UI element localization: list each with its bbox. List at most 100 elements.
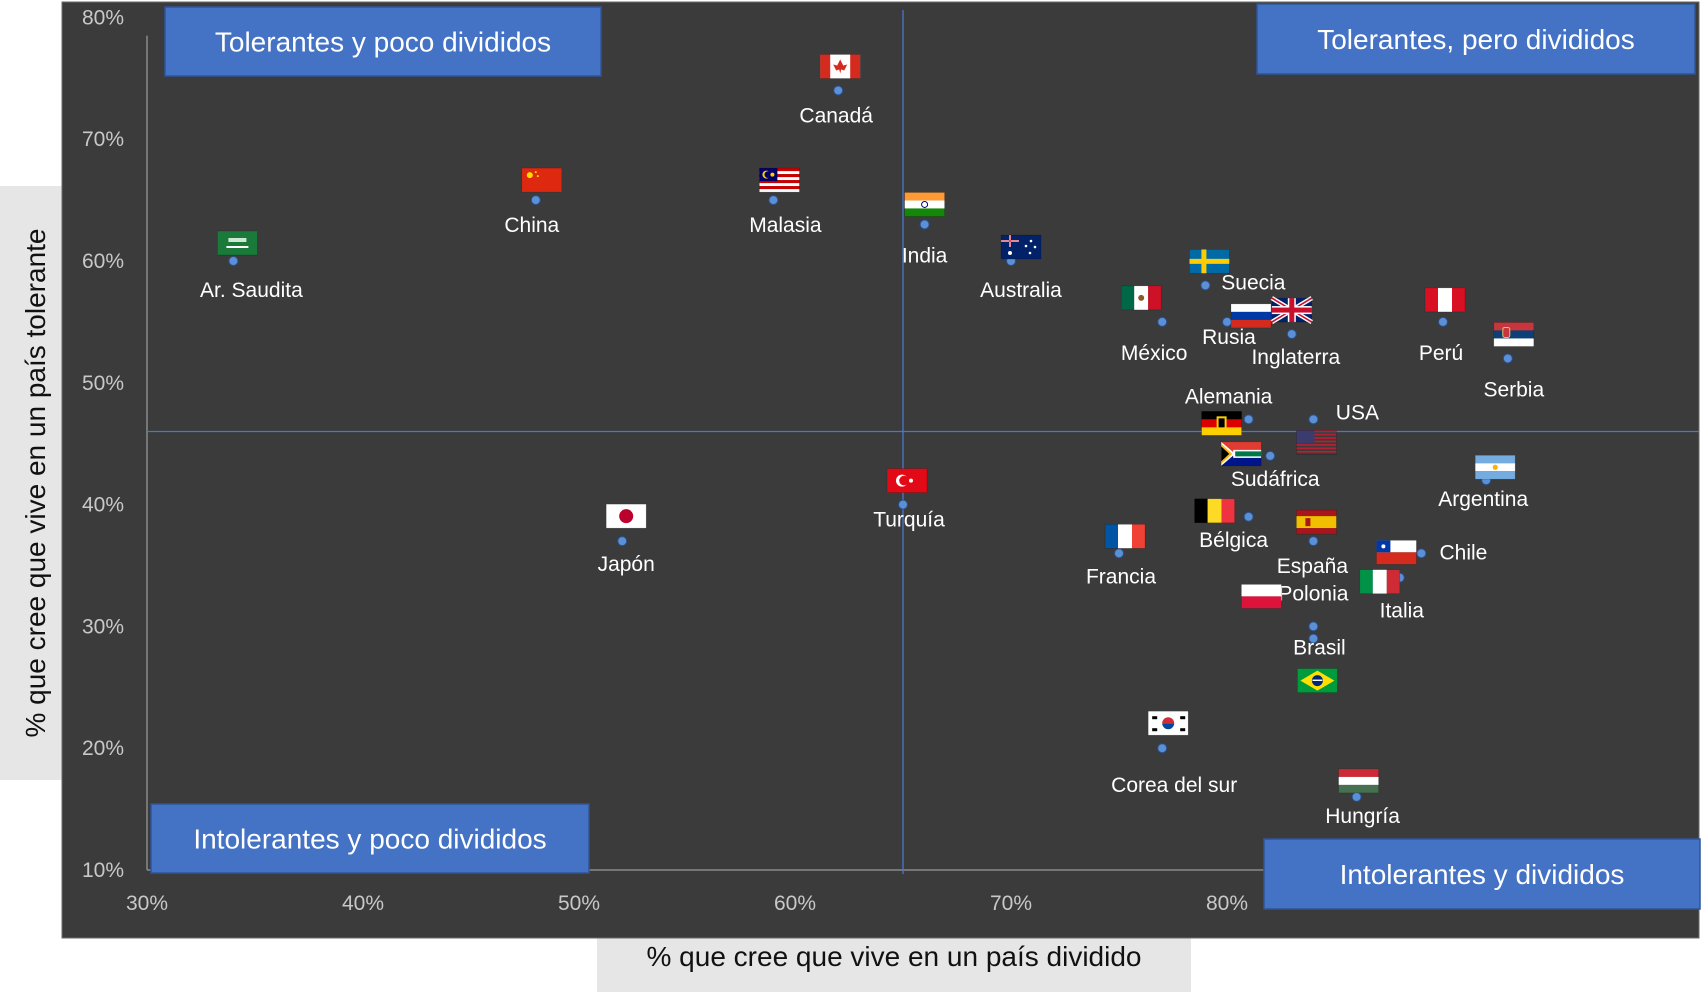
- point-marker: [898, 499, 908, 510]
- point-label: USA: [1336, 401, 1379, 424]
- usa-flag-icon: [1296, 430, 1337, 455]
- y-tick-label: 60%: [82, 250, 124, 273]
- hungary-flag-icon: [1338, 768, 1379, 794]
- x-tick-label: 40%: [342, 892, 384, 915]
- point-label: India: [902, 244, 948, 267]
- point-label: Polonia: [1278, 582, 1348, 605]
- point-marker: [1200, 280, 1211, 291]
- point-label: Perú: [1419, 342, 1463, 365]
- point-marker: [1286, 329, 1297, 340]
- data-point: Brasil: [1293, 633, 1346, 660]
- quadrant-top-right-label: Tolerantes, pero divididos: [1317, 24, 1635, 55]
- data-point: Canadá: [799, 85, 873, 127]
- point-label: Inglaterra: [1251, 346, 1340, 369]
- data-point: USA: [1308, 401, 1379, 425]
- y-tick-label: 80%: [82, 6, 124, 29]
- point-marker: [1502, 353, 1513, 364]
- point-label: Suecia: [1221, 271, 1286, 294]
- sweden-flag-icon: [1189, 249, 1230, 274]
- quadrant-top-left-label: Tolerantes y poco divididos: [215, 27, 551, 58]
- data-point: Ar. Saudita: [200, 256, 303, 302]
- point-marker: [1265, 450, 1276, 461]
- data-point: Turquía: [873, 499, 945, 532]
- data-point: Hungría: [1325, 791, 1400, 828]
- data-point: Alemania: [1185, 385, 1273, 425]
- y-tick-label: 10%: [82, 859, 124, 882]
- chile-flag-icon: [1376, 540, 1417, 565]
- y-tick-label: 30%: [82, 615, 124, 638]
- point-label: China: [504, 214, 559, 237]
- x-tick-label: 60%: [774, 892, 816, 915]
- point-marker: [1308, 621, 1319, 632]
- canada-flag-icon: [819, 54, 861, 79]
- point-marker: [530, 195, 541, 206]
- point-marker: [228, 256, 239, 266]
- point-label: España: [1277, 555, 1349, 578]
- serbia-flag-icon: [1493, 322, 1535, 347]
- uk-flag-icon: [1270, 296, 1313, 325]
- poland-flag-icon: [1241, 584, 1282, 609]
- point-label: Malasia: [749, 214, 822, 237]
- data-point: Suecia: [1200, 271, 1286, 294]
- argentina-flag-icon: [1474, 454, 1516, 480]
- data-point: Serbia: [1483, 353, 1544, 401]
- data-point: Rusia: [1202, 316, 1256, 349]
- point-label: Sudáfrica: [1231, 468, 1320, 491]
- y-tick-label: 40%: [82, 494, 124, 517]
- point-marker: [1308, 633, 1319, 644]
- point-label: México: [1121, 342, 1188, 365]
- point-label: Italia: [1380, 600, 1425, 623]
- point-label: Canadá: [799, 104, 873, 127]
- data-point: México: [1121, 316, 1188, 365]
- data-point: Francia: [1086, 548, 1156, 588]
- quadrant-bottom-right-label: Intolerantes y divididos: [1340, 859, 1625, 890]
- point-label: Japón: [598, 553, 655, 576]
- point-marker: [1157, 743, 1168, 754]
- south-africa-flag-icon: [1220, 441, 1262, 467]
- point-marker: [1438, 316, 1448, 327]
- india-flag-icon: [904, 192, 945, 217]
- data-point: Inglaterra: [1251, 329, 1340, 369]
- x-tick-label: 80%: [1206, 892, 1248, 915]
- point-label: Turquía: [873, 509, 945, 532]
- italy-flag-icon: [1359, 569, 1401, 594]
- point-label: Rusia: [1202, 326, 1256, 349]
- point-label: Francia: [1086, 565, 1156, 588]
- point-marker: [1308, 536, 1319, 547]
- point-label: Ar. Saudita: [200, 279, 303, 302]
- data-point: Japón: [598, 536, 655, 576]
- spain-flag-icon: [1296, 509, 1337, 535]
- point-marker: [1351, 791, 1362, 802]
- data-point: España: [1277, 536, 1349, 578]
- y-tick-label: 70%: [82, 128, 124, 151]
- quadrant-top-left: Tolerantes y poco divididos: [164, 6, 602, 77]
- data-point: Bélgica: [1199, 511, 1268, 552]
- point-marker: [1243, 511, 1254, 522]
- point-marker: [833, 85, 844, 96]
- point-label: Alemania: [1185, 385, 1273, 408]
- y-axis-label-box: [0, 186, 72, 780]
- x-tick-label: 50%: [558, 892, 600, 915]
- russia-flag-icon: [1230, 303, 1272, 329]
- data-point: Sudáfrica: [1231, 450, 1320, 491]
- data-points: Ar. Saudita China Malasia Canadá India Austra…: [200, 85, 1544, 828]
- point-marker: [1114, 548, 1124, 559]
- plot-background: [61, 1, 1700, 939]
- australia-flag-icon: [1000, 234, 1042, 260]
- point-marker: [1308, 414, 1319, 425]
- point-marker: [617, 536, 628, 547]
- peru-flag-icon: [1424, 287, 1466, 313]
- point-marker: [919, 219, 930, 230]
- point-label: Brasil: [1293, 637, 1346, 660]
- data-point: Polonia: [1278, 582, 1349, 632]
- mexico-flag-icon: [1120, 285, 1162, 311]
- point-label: Australia: [980, 279, 1062, 302]
- data-point: Perú: [1419, 316, 1463, 365]
- point-label: Corea del sur: [1111, 774, 1237, 797]
- point-marker: [1243, 414, 1254, 425]
- y-tick-label: 20%: [82, 737, 124, 760]
- y-tick-label: 50%: [82, 372, 124, 395]
- china-flag-icon: [521, 167, 563, 193]
- point-label: Hungría: [1325, 805, 1400, 828]
